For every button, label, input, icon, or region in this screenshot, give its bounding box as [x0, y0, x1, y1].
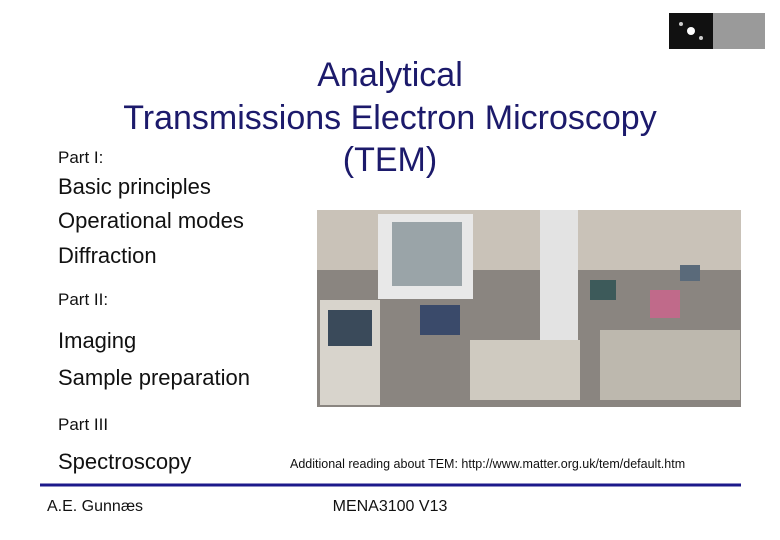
photo-monitor-screen [420, 305, 460, 335]
lattice-image [713, 13, 765, 49]
photo-monitor-screen [590, 280, 616, 300]
photo-console [470, 340, 580, 400]
section-heading: Part I: [58, 148, 104, 167]
footer-course: MENA3100 V13 [332, 498, 448, 515]
reading-note: Additional reading about TEM: http://www… [290, 457, 686, 471]
section-item: Spectroscopy [58, 449, 192, 474]
section-item: Imaging [58, 328, 137, 353]
diffraction-spot [699, 36, 703, 40]
photo-desk [600, 330, 740, 400]
section-item: Sample preparation [58, 365, 251, 390]
diffraction-spot [679, 22, 683, 26]
section-item: Diffraction [58, 243, 157, 268]
photo-monitor-screen [680, 265, 700, 281]
section-item: Basic principles [58, 174, 211, 199]
photo-projection [392, 222, 462, 286]
section-item: Operational modes [58, 208, 244, 233]
title-line: Analytical [317, 56, 463, 94]
title-line: (TEM) [342, 141, 438, 179]
footer-author: A.E. Gunnæs [47, 498, 144, 515]
section-heading: Part II: [58, 290, 109, 309]
photo-monitor-screen [328, 310, 372, 346]
section-heading: Part III [58, 415, 109, 434]
diffraction-spot [687, 27, 695, 35]
title-line: Transmissions Electron Microscopy [123, 99, 657, 137]
photo-monitor-screen [650, 290, 680, 318]
